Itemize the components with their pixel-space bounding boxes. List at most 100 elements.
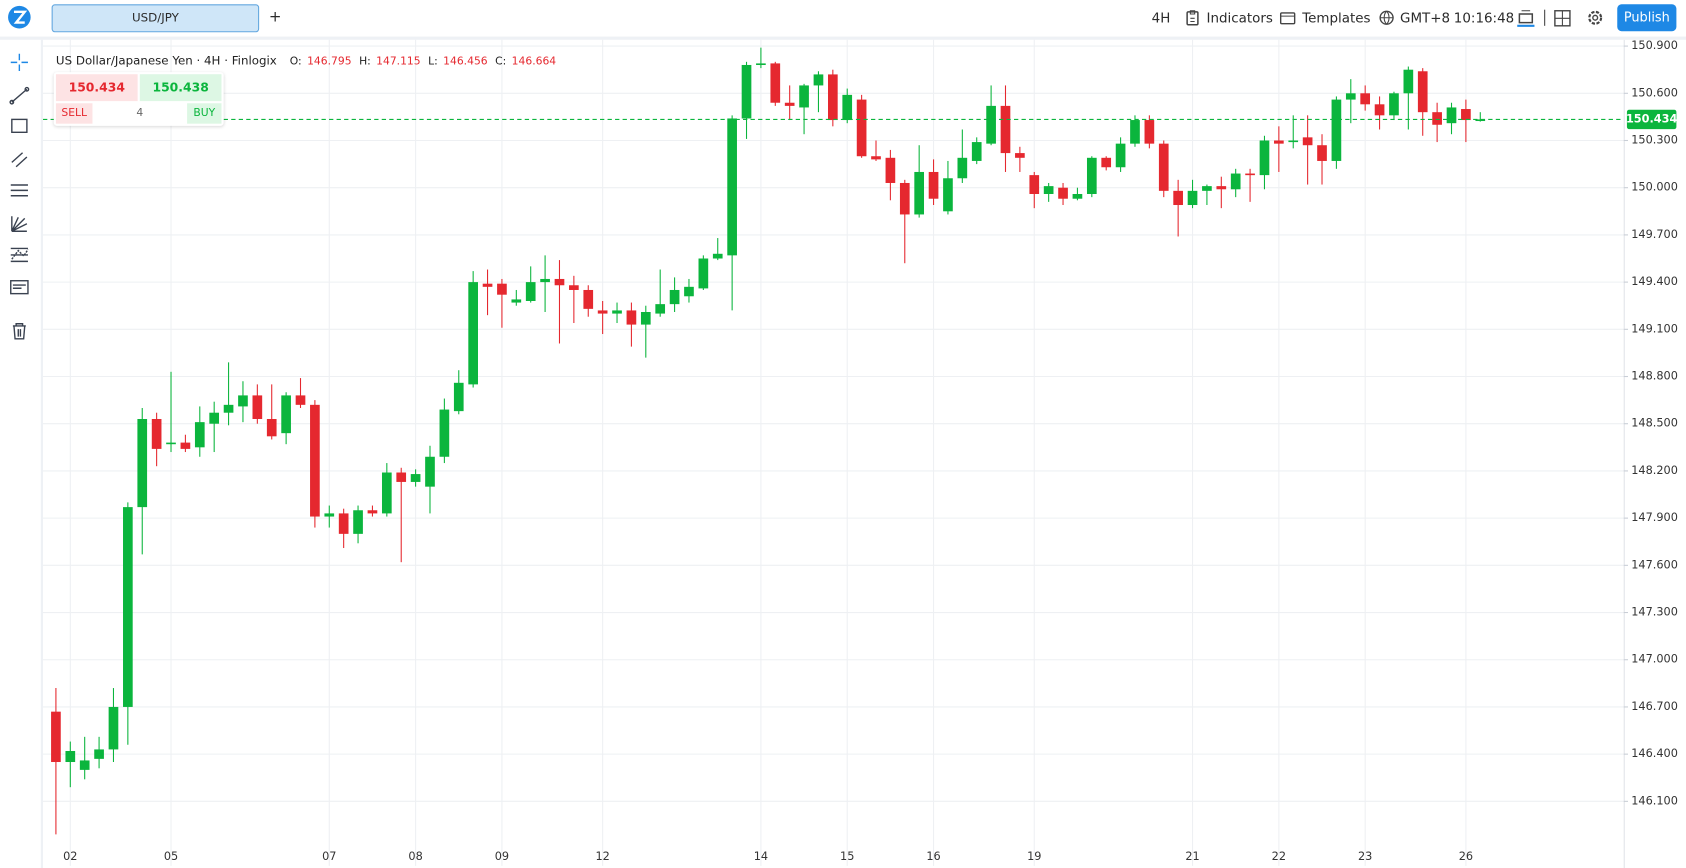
- y-tick-label: 146.700: [1631, 700, 1678, 713]
- timezone[interactable]: GMT+8: [1400, 9, 1451, 26]
- candle-body: [943, 178, 953, 212]
- candle-body: [569, 285, 579, 290]
- candle-body: [79, 760, 90, 770]
- symbol-tab[interactable]: USD/JPY: [51, 4, 260, 33]
- candle-body: [1331, 99, 1342, 161]
- candle-body: [367, 510, 378, 514]
- candle-body: [640, 312, 651, 325]
- candle-body: [928, 171, 939, 199]
- drawing-tools: [9, 53, 30, 340]
- candle-body: [1158, 143, 1169, 191]
- candle-body: [1144, 120, 1155, 144]
- candle-body: [108, 706, 119, 750]
- candle-body: [583, 289, 594, 309]
- candle-body: [295, 395, 306, 405]
- crosshair-tool[interactable]: [10, 53, 28, 71]
- y-tick-label: 146.100: [1631, 794, 1678, 807]
- candle-body: [612, 310, 622, 314]
- candle-body: [180, 442, 191, 449]
- indicators-button[interactable]: Indicators: [1206, 9, 1273, 26]
- x-tick-label: 07: [322, 850, 336, 863]
- templates-icon[interactable]: [1279, 11, 1296, 25]
- y-tick-label: 148.500: [1631, 417, 1678, 430]
- rectangle-tool[interactable]: [11, 118, 28, 133]
- candle-body: [741, 64, 752, 119]
- candle-body: [1288, 140, 1299, 143]
- indicators-icon[interactable]: [1185, 10, 1200, 26]
- y-tick-label: 147.900: [1631, 511, 1678, 524]
- candle-body: [756, 63, 766, 66]
- candle-body: [209, 412, 220, 424]
- candle-body: [813, 74, 824, 86]
- candle-body: [252, 395, 263, 419]
- candle-body: [338, 513, 349, 534]
- sell-button[interactable]: SELL: [55, 103, 93, 124]
- x-tick-label: 12: [595, 850, 609, 863]
- ohlc-value: 146.664: [511, 55, 557, 68]
- quantity-input[interactable]: 4: [136, 107, 144, 120]
- candle-body: [497, 283, 507, 295]
- candle-body: [626, 310, 637, 325]
- x-tick-label: 19: [1027, 850, 1041, 863]
- candle-body: [1374, 104, 1385, 116]
- candle-body: [324, 513, 335, 517]
- candle-body: [842, 94, 853, 121]
- interval[interactable]: 4H: [1151, 9, 1171, 26]
- templates-button[interactable]: Templates: [1302, 9, 1371, 26]
- candle-body: [597, 310, 608, 314]
- last-price-label: 150.434: [1626, 112, 1678, 125]
- candle-body: [684, 286, 694, 297]
- y-tick-label: 149.100: [1631, 322, 1678, 335]
- candle-body: [698, 258, 709, 289]
- layout-icon[interactable]: [1516, 9, 1535, 28]
- candle-body: [856, 99, 867, 157]
- y-tick-label: 150.600: [1631, 86, 1678, 99]
- candle-body: [1302, 137, 1313, 146]
- x-tick-label: 02: [63, 850, 77, 863]
- buy-price[interactable]: 150.438: [139, 74, 222, 102]
- delete-tool[interactable]: [12, 323, 26, 340]
- candle-body: [1202, 186, 1212, 191]
- logo[interactable]: [8, 5, 32, 29]
- grid-layout-icon[interactable]: [1554, 10, 1571, 27]
- x-tick-label: 08: [408, 850, 422, 863]
- candle-body: [410, 474, 421, 482]
- candle-body: [655, 304, 666, 314]
- candle-body: [166, 442, 176, 445]
- candle-body: [482, 283, 493, 287]
- candle-body: [986, 105, 996, 144]
- text-tool[interactable]: [10, 280, 29, 295]
- trendline-tool[interactable]: [9, 86, 30, 105]
- settings-icon[interactable]: [1586, 9, 1604, 27]
- candle-body: [899, 182, 910, 215]
- buy-button[interactable]: BUY: [187, 103, 222, 124]
- candle-body: [1389, 93, 1399, 116]
- y-tick-label: 150.000: [1631, 181, 1678, 194]
- gann-tool[interactable]: [11, 216, 28, 232]
- timezone-icon[interactable]: [1379, 10, 1395, 26]
- pattern-tool[interactable]: [10, 247, 29, 263]
- channel-tool[interactable]: [11, 152, 28, 168]
- candle-body: [770, 63, 781, 103]
- candles: [51, 47, 1486, 835]
- add-tab[interactable]: +: [268, 8, 282, 26]
- candle-body: [310, 404, 320, 517]
- fib-tool[interactable]: [10, 184, 28, 197]
- axes: 150.900 150.600 150.300 150.000 149.700 149.4…: [43, 39, 1678, 863]
- candle-body: [194, 422, 205, 448]
- x-tick-label: 23: [1358, 850, 1372, 863]
- publish-button[interactable]: Publish: [1617, 4, 1677, 32]
- sell-price[interactable]: 150.434: [55, 74, 138, 102]
- y-tick-label: 148.800: [1631, 370, 1678, 383]
- candle-body: [1015, 153, 1025, 158]
- candle-body: [727, 118, 737, 256]
- y-tick-label: 147.600: [1631, 558, 1678, 571]
- ohlc-legend: O: 146.795 H: 147.115 L: 146.456 C: 146.664: [282, 48, 556, 68]
- candle-body: [799, 85, 809, 108]
- x-tick-label: 16: [926, 850, 940, 863]
- candle-body: [1475, 119, 1486, 122]
- candle-body: [1259, 140, 1270, 176]
- x-tick-label: 22: [1272, 850, 1286, 863]
- candle-body: [65, 750, 76, 763]
- x-tick-label: 26: [1459, 850, 1473, 863]
